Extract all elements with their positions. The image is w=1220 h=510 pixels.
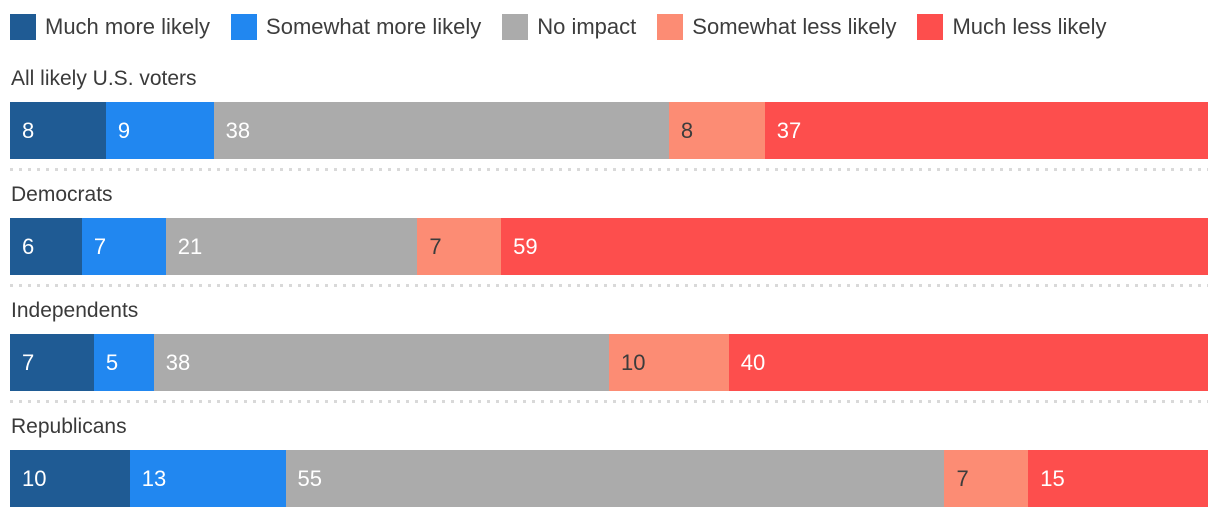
category-group-independents: Independents 7 5 38 10 40 <box>10 299 1208 403</box>
legend-swatch-icon <box>502 14 529 40</box>
segment-value-label: 38 <box>225 117 251 143</box>
bar-segment-somewhat-less-likely: 7 <box>944 450 1029 507</box>
legend-item-much-more-likely: Much more likely <box>10 14 210 40</box>
bar-segment-no-impact: 38 <box>213 102 669 159</box>
bar-segment-much-less-likely: 37 <box>764 102 1208 159</box>
segment-value-label: 10 <box>22 465 47 491</box>
bar-segment-no-impact: 55 <box>285 450 945 507</box>
bar-segment-somewhat-more-likely: 9 <box>105 102 214 159</box>
bar-segment-much-more-likely: 8 <box>10 102 106 159</box>
segment-value-label: 7 <box>93 233 107 259</box>
bar-segment-much-more-likely: 7 <box>10 334 94 391</box>
category-group-all-likely-u-s-voters: All likely U.S. voters 8 9 38 8 37 <box>10 67 1208 171</box>
bar-segment-much-less-likely: 15 <box>1028 450 1208 507</box>
bar-segment-somewhat-less-likely: 7 <box>417 218 502 275</box>
legend-item-much-less-likely: Much less likely <box>917 14 1107 40</box>
segment-value-label: 40 <box>740 349 766 375</box>
bar-segment-somewhat-less-likely: 8 <box>668 102 765 159</box>
segment-value-label: 10 <box>621 349 646 375</box>
legend-swatch-icon <box>231 14 258 40</box>
stacked-bar: 7 5 38 10 40 <box>10 334 1208 391</box>
category-group-democrats: Democrats 6 7 21 7 59 <box>10 183 1208 287</box>
chart-legend: Much more likely Somewhat more likely No i… <box>10 14 1208 40</box>
bar-segment-no-impact: 21 <box>165 218 418 275</box>
legend-label: Somewhat less likely <box>692 14 897 39</box>
bar-segment-somewhat-more-likely: 13 <box>129 450 286 507</box>
bar-segment-much-more-likely: 10 <box>10 450 130 507</box>
row-separator <box>10 284 1208 287</box>
segment-value-label: 7 <box>22 349 35 375</box>
stacked-bar: 8 9 38 8 37 <box>10 102 1208 159</box>
stacked-bar: 10 13 55 7 15 <box>10 450 1208 507</box>
segment-value-label: 7 <box>956 465 969 491</box>
segment-value-label: 21 <box>177 233 203 259</box>
stacked-bar: 6 7 21 7 59 <box>10 218 1208 275</box>
legend-label: No impact <box>537 14 637 39</box>
legend-label: Much more likely <box>45 14 211 39</box>
bar-segment-somewhat-more-likely: 5 <box>93 334 154 391</box>
segment-value-label: 7 <box>429 233 442 259</box>
legend-swatch-icon <box>917 14 944 40</box>
segment-value-label: 8 <box>22 117 35 143</box>
category-label: Democrats <box>11 183 113 206</box>
segment-value-label: 8 <box>680 117 694 143</box>
bar-segment-no-impact: 38 <box>153 334 609 391</box>
category-label: Independents <box>11 299 139 322</box>
segment-value-label: 59 <box>513 233 538 259</box>
segment-value-label: 9 <box>117 117 131 143</box>
segment-value-label: 13 <box>141 465 167 491</box>
segment-value-label: 38 <box>165 349 191 375</box>
segment-value-label: 15 <box>1040 465 1065 491</box>
segment-value-label: 37 <box>776 117 802 143</box>
legend-item-no-impact: No impact <box>502 14 636 40</box>
legend-swatch-icon <box>657 14 684 40</box>
legend-label: Somewhat more likely <box>266 14 482 39</box>
bar-segment-somewhat-less-likely: 10 <box>609 334 729 391</box>
category-label: Republicans <box>11 415 127 438</box>
bar-segment-much-more-likely: 6 <box>10 218 82 275</box>
legend-swatch-icon <box>10 14 36 40</box>
chart-rows: All likely U.S. voters 8 9 38 8 37 Democrats 6 7… <box>10 67 1208 507</box>
row-separator <box>10 400 1208 403</box>
legend-item-somewhat-more-likely: Somewhat more likely <box>231 14 481 40</box>
row-separator <box>10 168 1208 171</box>
segment-value-label: 5 <box>105 349 119 375</box>
bar-segment-much-less-likely: 40 <box>728 334 1208 391</box>
category-group-republicans: Republicans 10 13 55 7 15 <box>10 415 1208 507</box>
category-label: All likely U.S. voters <box>11 67 197 90</box>
legend-item-somewhat-less-likely: Somewhat less likely <box>657 14 896 40</box>
bar-segment-somewhat-more-likely: 7 <box>81 218 166 275</box>
segment-value-label: 6 <box>22 233 35 259</box>
bar-segment-much-less-likely: 59 <box>501 218 1208 275</box>
legend-label: Much less likely <box>952 14 1107 39</box>
segment-value-label: 55 <box>297 465 323 491</box>
